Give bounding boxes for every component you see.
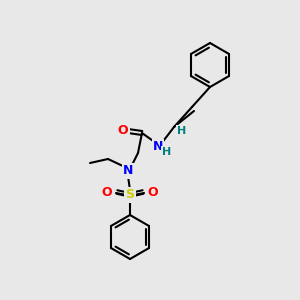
Text: O: O [148, 187, 158, 200]
Text: N: N [123, 164, 133, 178]
Text: H: H [177, 126, 187, 136]
Text: O: O [118, 124, 128, 136]
Text: O: O [102, 187, 112, 200]
Text: N: N [153, 140, 163, 154]
Text: S: S [125, 188, 134, 202]
Text: H: H [162, 147, 172, 157]
